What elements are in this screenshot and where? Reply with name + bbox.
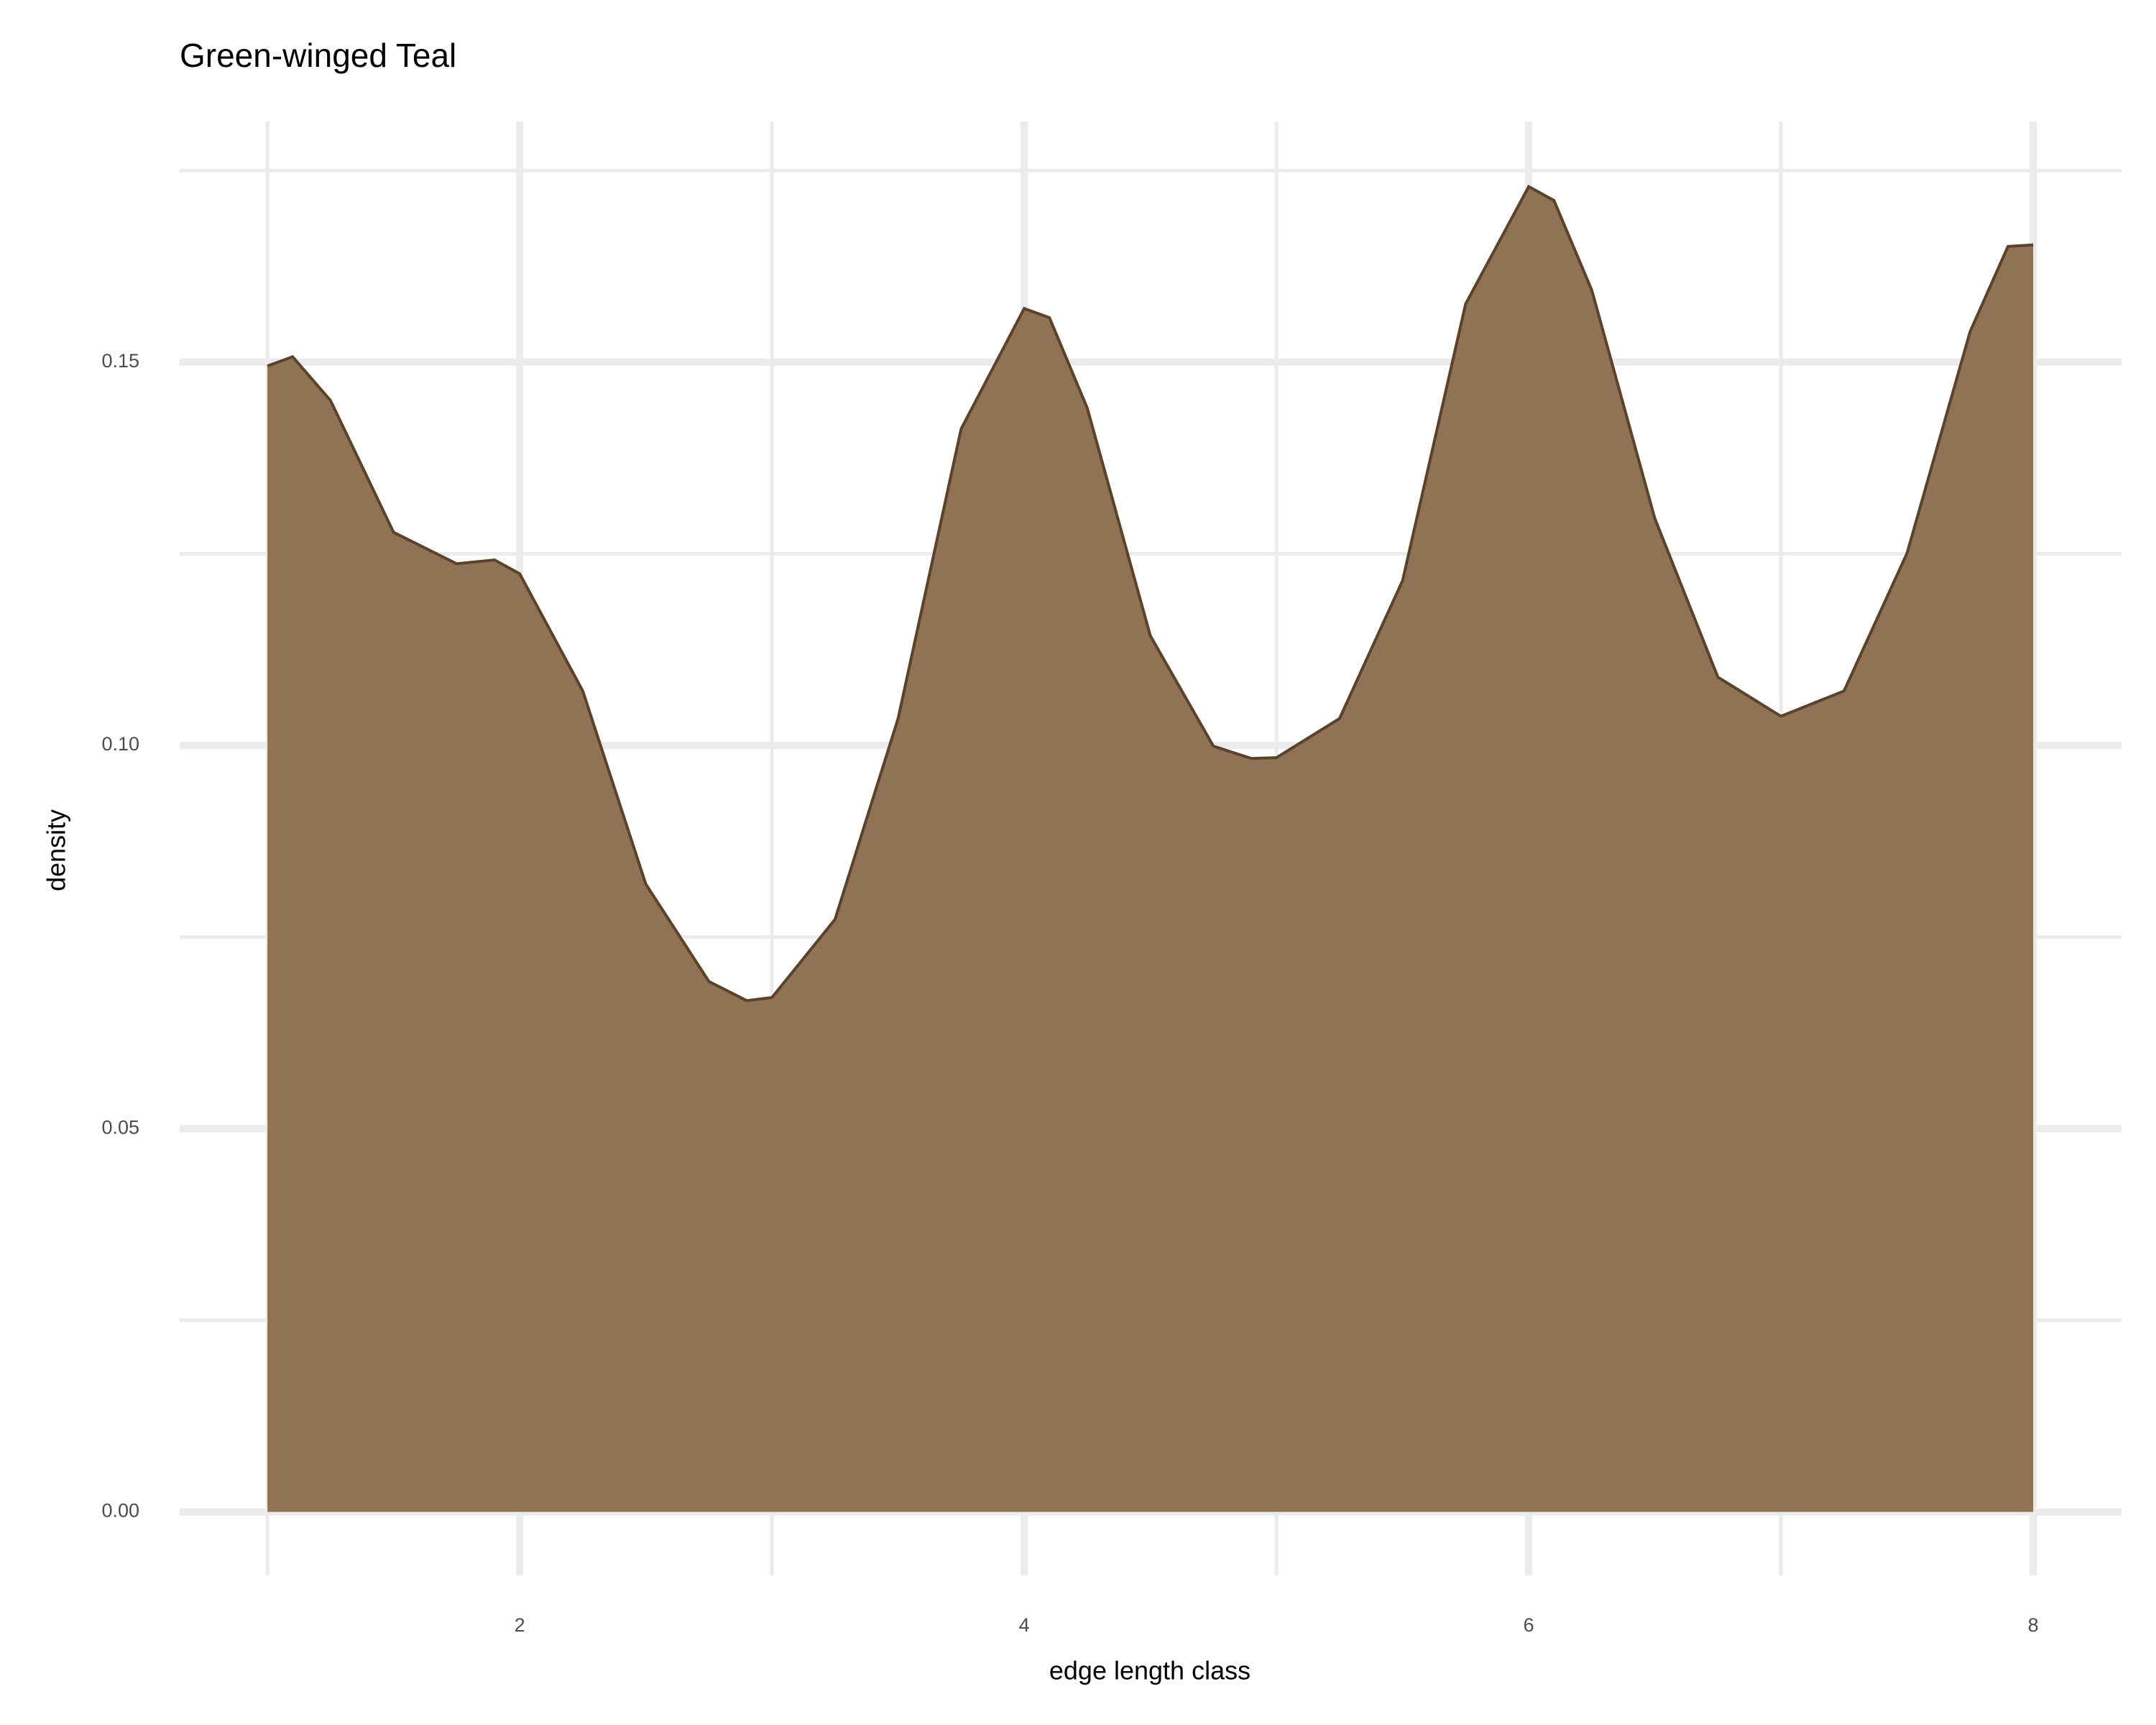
x-axis-title: edge length class bbox=[1049, 1656, 1250, 1685]
y-tick-label: 0.10 bbox=[101, 733, 139, 755]
y-axis-title: density bbox=[42, 809, 71, 891]
y-tick-label: 0.00 bbox=[101, 1500, 139, 1522]
x-tick-label: 6 bbox=[1524, 1614, 1534, 1636]
x-tick-label: 4 bbox=[1019, 1614, 1030, 1636]
density-area bbox=[267, 186, 2034, 1512]
x-tick-label: 8 bbox=[2028, 1614, 2039, 1636]
chart-title: Green-winged Teal bbox=[180, 37, 456, 74]
x-tick-label: 2 bbox=[515, 1614, 525, 1636]
y-tick-label: 0.05 bbox=[101, 1116, 139, 1138]
y-tick-label: 0.15 bbox=[101, 350, 139, 372]
density-line bbox=[267, 184, 2034, 1003]
